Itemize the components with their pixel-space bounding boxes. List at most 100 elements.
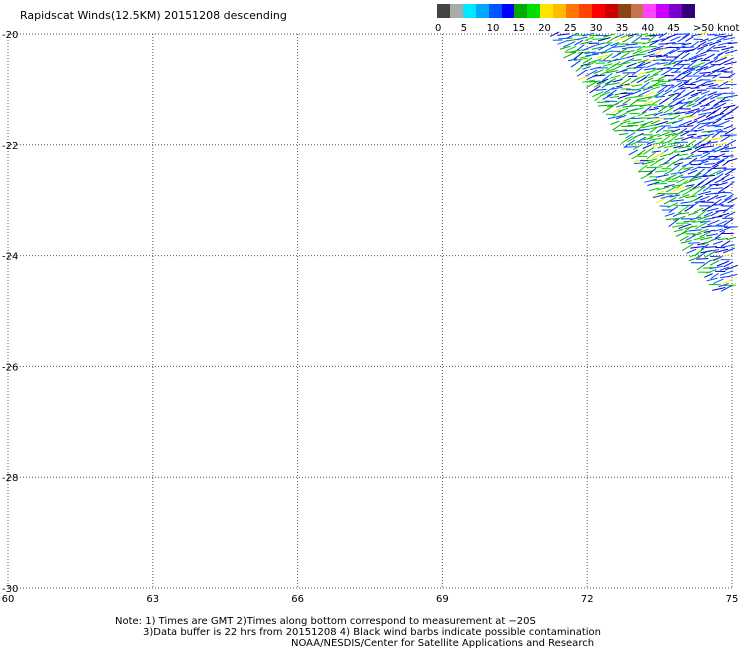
wind-barb <box>699 71 711 74</box>
wind-barb <box>661 35 672 42</box>
wind-barb <box>666 161 676 168</box>
wind-barb <box>719 34 733 38</box>
wind-barb <box>654 120 668 126</box>
wind-barb <box>557 39 569 45</box>
wind-barb <box>657 85 668 94</box>
wind-barb <box>707 91 718 96</box>
wind-barb <box>710 103 719 109</box>
wind-barb <box>638 96 652 100</box>
wind-barb <box>724 211 736 218</box>
wind-barb <box>700 60 713 69</box>
wind-barb <box>692 220 706 223</box>
wind-barb <box>646 151 656 160</box>
wind-barb <box>632 107 645 112</box>
wind-barb <box>718 197 732 205</box>
wind-barb <box>719 226 733 233</box>
wind-barb <box>713 228 723 232</box>
wind-barb <box>691 154 703 158</box>
wind-barb <box>645 62 659 69</box>
wind-barb <box>612 123 623 131</box>
wind-barb <box>692 181 704 190</box>
note-line-3: NOAA/NESDIS/Center for Satellite Applica… <box>291 638 595 649</box>
wind-barb <box>671 119 684 125</box>
wind-barb <box>615 114 627 120</box>
wind-barb <box>604 86 615 94</box>
wind-barb <box>719 266 730 271</box>
wind-barb <box>645 69 656 74</box>
wind-barb <box>637 58 649 64</box>
wind-barb <box>679 168 691 175</box>
wind-barb <box>586 81 598 88</box>
wind-barb <box>674 162 684 166</box>
wind-barb <box>707 114 720 121</box>
wind-barb <box>713 148 723 153</box>
wind-barb <box>717 41 732 46</box>
wind-barb <box>708 169 722 177</box>
wind-barb <box>678 205 690 214</box>
legend-swatch <box>540 4 554 18</box>
wind-barb <box>642 41 653 45</box>
wind-barb <box>710 94 722 100</box>
wind-barb <box>651 150 662 153</box>
lat-tick-label: -24 <box>2 252 18 263</box>
wind-barb <box>687 59 699 68</box>
legend-swatch <box>437 4 450 18</box>
wind-barb <box>604 44 618 52</box>
graticule <box>7 33 733 589</box>
wind-barb <box>657 62 668 65</box>
wind-barb <box>683 78 693 84</box>
wind-barb <box>603 53 614 61</box>
note-line-2: 3)Data buffer is 22 hrs from 20151208 4)… <box>143 627 601 638</box>
wind-barb <box>668 78 681 81</box>
wind-barb <box>601 72 613 82</box>
wind-barb <box>709 265 724 270</box>
wind-barb <box>704 217 715 220</box>
wind-barb <box>667 180 679 183</box>
wind-barb <box>709 183 719 186</box>
wind-barb <box>712 278 724 285</box>
wind-barb <box>678 145 691 149</box>
wind-barb <box>663 197 677 205</box>
wind-barb <box>713 167 727 170</box>
wind-barb <box>695 247 705 255</box>
wind-barb <box>696 263 707 271</box>
wind-barb <box>649 54 662 58</box>
wind-barb <box>663 183 675 188</box>
wind-barb <box>668 218 680 228</box>
wind-barb <box>681 225 693 235</box>
wind-barb <box>713 153 726 159</box>
wind-barb <box>677 89 686 97</box>
wind-barb <box>714 102 727 109</box>
wind-barb <box>630 59 642 62</box>
wind-barb <box>724 168 737 176</box>
wind-barb <box>672 72 685 81</box>
wind-barb <box>687 169 698 175</box>
wind-barb <box>629 98 639 107</box>
wind-barb <box>711 129 723 139</box>
wind-barb <box>689 172 702 182</box>
legend-swatch <box>566 4 579 18</box>
wind-barb <box>638 164 648 172</box>
wind-barb <box>665 218 678 220</box>
wind-barb <box>674 50 686 60</box>
wind-barb <box>668 142 681 145</box>
wind-barb <box>631 84 643 87</box>
wind-barb <box>667 202 679 209</box>
wind-barb <box>644 178 658 183</box>
lon-tick-label: 66 <box>291 594 304 605</box>
wind-barb <box>671 81 683 89</box>
wind-barb <box>674 137 684 141</box>
wind-barb <box>602 105 614 113</box>
wind-barb <box>606 89 617 97</box>
wind-barb <box>610 42 619 47</box>
wind-barb <box>724 61 737 66</box>
wind-barb <box>563 51 577 59</box>
wind-barb <box>677 34 690 43</box>
wind-barb <box>673 157 683 165</box>
wind-barb <box>685 195 697 199</box>
wind-barb <box>697 214 711 221</box>
wind-barb <box>706 124 719 127</box>
wind-barb <box>707 35 721 42</box>
wind-barb <box>621 125 634 128</box>
wind-barb <box>672 212 682 218</box>
